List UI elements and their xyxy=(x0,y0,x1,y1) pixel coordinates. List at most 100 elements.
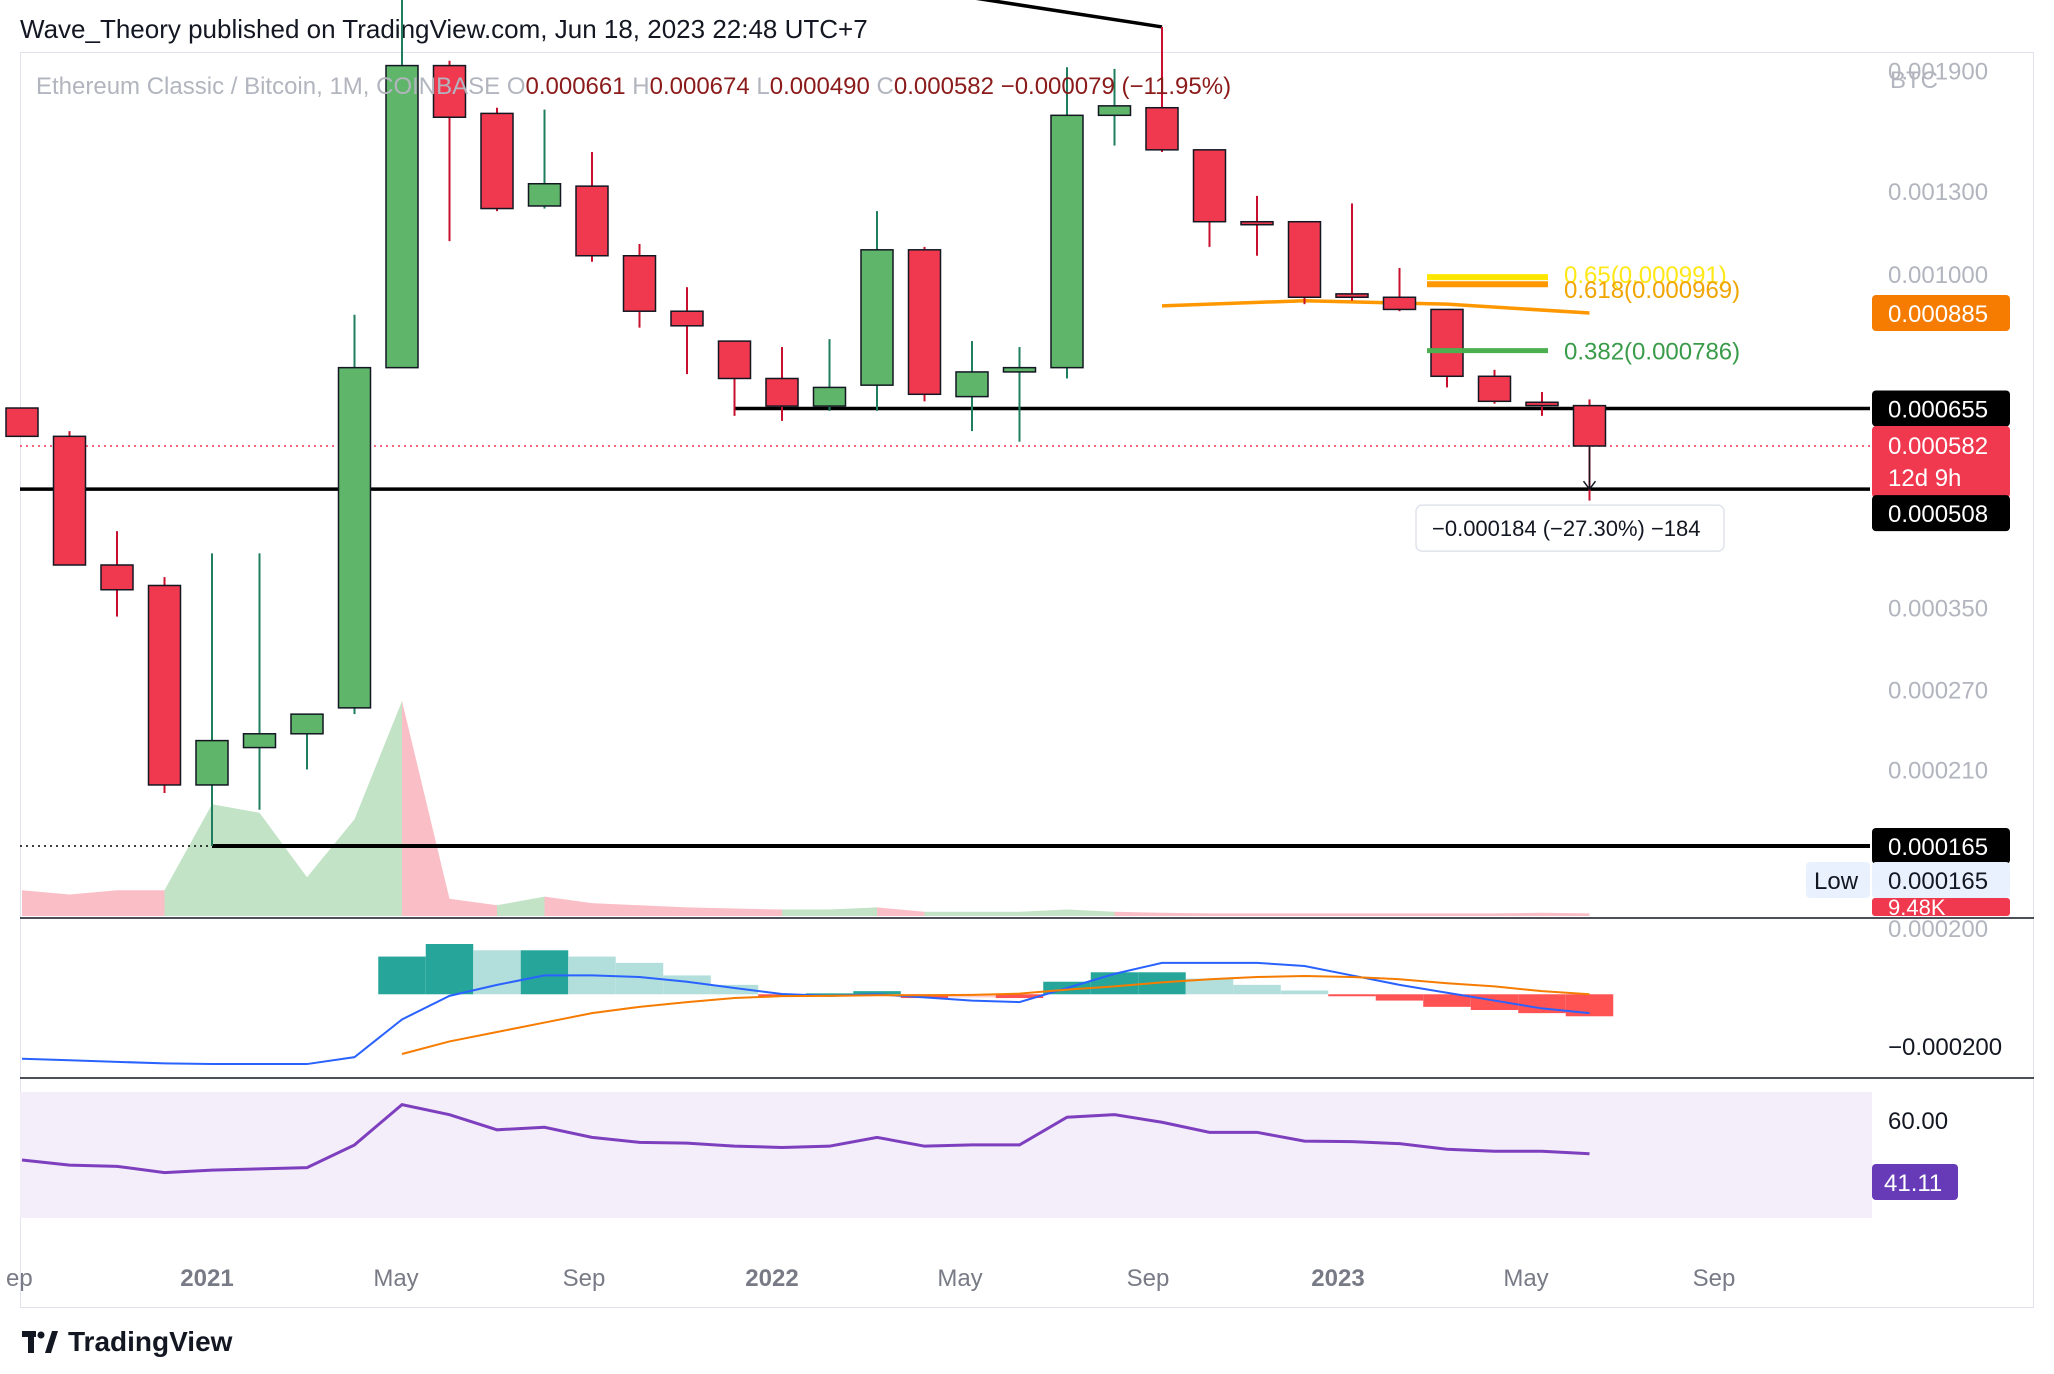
candle-2022-10[interactable] xyxy=(1192,149,1227,247)
volume-area-segment xyxy=(782,909,830,916)
macd-signal-line xyxy=(401,975,1590,1055)
tradingview-logo[interactable]: TradingView xyxy=(22,1326,232,1358)
price-axis-tick: 0.001900 xyxy=(1888,59,1988,86)
time-axis-tick: 2022 xyxy=(745,1265,798,1292)
volume-area-segment xyxy=(734,908,782,916)
support-0.000165-tag-bg xyxy=(1872,828,2010,864)
candle-2021-03[interactable] xyxy=(290,713,324,770)
candle-2023-02[interactable] xyxy=(1382,267,1417,312)
support-0.000655-tag: 0.000655 xyxy=(1888,397,1988,424)
volume-area-segment xyxy=(1162,912,1210,916)
tradingview-wordmark: TradingView xyxy=(68,1326,233,1357)
volume-area-segment xyxy=(1114,911,1162,916)
candle-body xyxy=(1145,106,1179,151)
rsi-value-tag: 41.11 xyxy=(1884,1170,1942,1197)
legend-high-value: 0.000674 xyxy=(650,73,750,100)
candle-2021-09[interactable] xyxy=(575,151,609,262)
legend-change: −0.000079 (−11.95%) xyxy=(1001,73,1231,100)
candle-2022-11[interactable] xyxy=(1240,195,1274,256)
resistance-trendline xyxy=(975,0,1163,29)
candle-2023-05[interactable] xyxy=(1525,391,1559,416)
candle-body xyxy=(670,310,704,327)
candle-2023-06[interactable] xyxy=(1572,399,1607,501)
candle-body xyxy=(1002,366,1037,373)
price-axis-tick: 0.001300 xyxy=(1888,179,1988,206)
candle-2022-05[interactable] xyxy=(955,341,989,432)
volume-area-segment xyxy=(972,911,1020,916)
candle-2020-09[interactable] xyxy=(5,407,39,438)
candle-body xyxy=(812,386,847,407)
candle-2020-10[interactable] xyxy=(52,431,87,566)
candle-2020-12[interactable] xyxy=(147,577,182,793)
volume-area-segment xyxy=(1067,909,1115,916)
price-axis-tick: 0.000210 xyxy=(1888,757,1988,784)
candle-2023-03[interactable] xyxy=(1430,308,1464,388)
rsi-value-tag-bg xyxy=(1872,1164,1958,1200)
price-axis-currency: BTC xyxy=(1890,67,1938,94)
candle-2021-12[interactable] xyxy=(717,340,752,416)
volume-tag: 9.48K xyxy=(1888,895,1946,920)
candle-2022-07[interactable] xyxy=(1050,67,1084,379)
price-axis-tick: 0.000350 xyxy=(1888,595,1988,622)
rsi-line xyxy=(21,1102,1590,1175)
candle-2022-01[interactable] xyxy=(765,347,799,421)
candle-body xyxy=(1335,293,1369,299)
candle-2021-01[interactable] xyxy=(195,553,229,846)
candle-body xyxy=(1382,296,1417,311)
candle-2023-01[interactable] xyxy=(1335,203,1369,301)
candle-2021-02[interactable] xyxy=(242,553,277,810)
candle-body xyxy=(242,733,277,749)
volume-area-segment xyxy=(449,898,497,916)
support-0.000165-tag: 0.000165 xyxy=(1888,834,1988,861)
macd-histogram-bar xyxy=(805,993,854,996)
candle-2021-04[interactable] xyxy=(337,314,372,715)
macd-line xyxy=(21,961,1590,1066)
time-axis-tick: May xyxy=(1503,1265,1548,1292)
candle-2021-05[interactable] xyxy=(385,0,419,369)
candle-2022-06[interactable] xyxy=(1002,347,1037,442)
candle-2021-07[interactable] xyxy=(480,107,514,212)
candle-body xyxy=(290,713,324,735)
macd-histogram-bar xyxy=(710,984,759,995)
candle-body xyxy=(52,435,87,566)
rsi-band xyxy=(20,1092,1872,1218)
candle-2023-04[interactable] xyxy=(1477,369,1512,404)
volume-area-segment xyxy=(1304,913,1352,916)
candle-2020-11[interactable] xyxy=(100,531,134,617)
candle-2021-06[interactable] xyxy=(432,60,467,242)
volume-area-segment xyxy=(212,804,260,916)
legend-close-value: 0.000582 xyxy=(894,73,994,100)
macd-histogram-bar xyxy=(1565,994,1614,1017)
candle-body xyxy=(765,377,799,407)
macd-histogram-bar xyxy=(425,944,474,995)
low-value-tag-bg xyxy=(1872,862,2010,898)
macd-histogram-bar xyxy=(1233,984,1281,995)
volume-area-segment xyxy=(164,804,212,916)
candle-2022-09[interactable] xyxy=(1145,26,1179,152)
candle-2022-02[interactable] xyxy=(812,339,847,411)
macd-histogram-bar xyxy=(853,991,901,995)
candle-body xyxy=(1192,149,1227,223)
candle-2022-12[interactable] xyxy=(1287,220,1322,305)
volume-area-segment xyxy=(687,907,735,916)
legend-symbol: Ethereum Classic / Bitcoin, 1M, COINBASE xyxy=(36,73,500,100)
candle-2021-10[interactable] xyxy=(622,243,657,328)
candle-body xyxy=(1240,220,1274,226)
legend-high-label: H xyxy=(632,73,649,100)
macd-histogram-bar xyxy=(1328,994,1376,997)
volume-area-segment xyxy=(544,896,592,916)
volume-area-segment xyxy=(877,907,925,916)
candle-2021-08[interactable] xyxy=(527,109,562,209)
candle-body xyxy=(432,64,467,119)
fib-0.65-label: 0.65(0.000991) xyxy=(1564,262,1727,289)
time-axis-tick: Sep xyxy=(1127,1265,1170,1292)
candle-2022-04[interactable] xyxy=(907,246,942,402)
low-label: Low xyxy=(1814,868,1859,895)
time-axis-tick: Sep xyxy=(563,1265,606,1292)
volume-area-segment xyxy=(639,905,687,916)
candle-2022-03[interactable] xyxy=(860,211,894,411)
candle-2021-11[interactable] xyxy=(670,287,704,375)
candle-2022-08[interactable] xyxy=(1097,68,1132,146)
fib-0.618-label: 0.618(0.000969) xyxy=(1564,277,1740,304)
